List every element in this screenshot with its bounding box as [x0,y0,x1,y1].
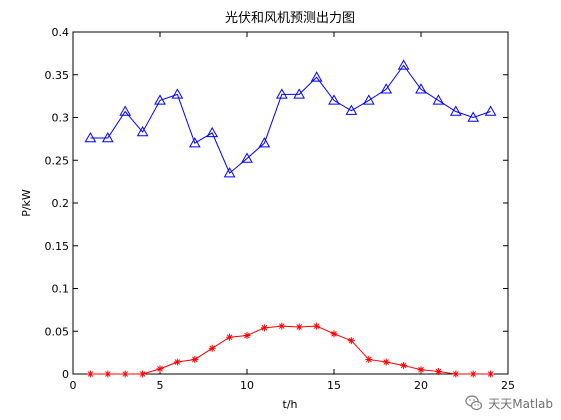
series-1-point [293,88,306,99]
series-1-point [188,137,201,148]
series-2-point [86,370,94,378]
series-2-point [278,322,286,330]
series-2-point [139,370,147,378]
series-1-point [397,59,410,70]
chart-title: 光伏和风机预测出力图 [225,11,355,26]
y-tick-label: 0.35 [45,69,70,82]
series-2-point [417,366,425,374]
series-2-point [434,367,442,375]
series-1-point [206,126,219,138]
x-tick-label: 5 [157,379,164,392]
x-tick-label: 15 [327,379,341,392]
series-1-line [90,64,491,174]
series-2-point [365,355,373,363]
series-2-point [260,324,268,332]
series-2-point [295,323,303,331]
series-2-point [243,332,251,340]
series-2-point [191,355,199,363]
series-1-point [484,105,497,116]
series-2-point [313,322,321,330]
series-1-point [258,137,271,148]
watermark-text: 天天Matlab [488,396,553,411]
series-1-point [345,104,358,115]
x-tick-label: 0 [70,379,77,392]
y-tick-label: 0.4 [52,26,70,39]
wechat-icon [465,395,483,411]
y-tick-label: 0.2 [52,197,70,210]
series-1-point [380,83,393,94]
y-axis: 0 0.05 0.1 0.15 0.2 0.25 0.3 0.35 0.4 [45,26,508,381]
series-1-point [275,88,288,99]
series-2-point [226,333,234,341]
series-1-point [328,94,340,105]
series-1-point [415,83,427,94]
series-2-point [382,358,390,366]
series-2-point [208,344,216,352]
series-1-point [449,105,462,116]
x-tick-label: 10 [240,379,254,392]
series-1-point [154,94,166,105]
x-tick-label: 20 [414,379,428,392]
x-tick-label: 25 [501,379,515,392]
series-2-point [400,361,408,369]
series-2-point [487,370,495,378]
y-tick-label: 0.05 [45,325,70,338]
series-1-point [136,126,149,137]
y-tick-label: 0 [62,368,69,381]
series-2-point [121,370,129,378]
series-layer [84,59,497,378]
series-1-point [223,167,236,178]
series-1-point [432,94,445,105]
series-2-point [173,358,181,366]
y-tick-label: 0.1 [52,283,70,296]
series-1-point [310,71,323,82]
y-tick-label: 0.15 [45,240,70,253]
series-2-point [469,370,477,378]
series-1-point [101,132,114,143]
series-2-point [330,330,338,338]
series-1-point [467,111,480,122]
series-2-point [104,370,112,378]
y-axis-label: P/kW [20,189,33,217]
plot-area [72,31,509,375]
series-1-point [84,132,97,143]
series-1-point [119,105,132,116]
y-tick-label: 0.3 [52,112,70,125]
x-axis-label: t/h [283,398,298,411]
series-1-point [241,152,253,163]
series-2-point [452,370,460,378]
series-2-point [347,337,355,345]
series-1-point [171,88,184,99]
y-tick-label: 0.25 [45,154,70,167]
series-2-point [156,365,164,373]
watermark: 天天Matlab [465,394,553,412]
series-1-point [362,94,375,105]
